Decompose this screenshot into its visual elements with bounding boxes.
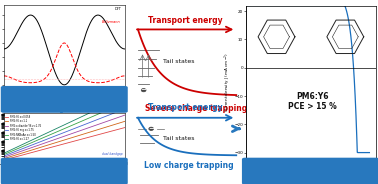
PM6:Y6 nrg z=1.75 <box>104 115 108 117</box>
Line: PM6:Y6 z=1.1: PM6:Y6 z=1.1 <box>4 121 125 159</box>
PM6:Y6 nrg z=1.75 <box>2 155 6 157</box>
PM6:o-diazide:Y6 z=1.76 <box>104 121 108 123</box>
PM6:Y6 z=0.058 <box>122 126 127 129</box>
PM6:Y6 nrg z=1.75 <box>122 108 127 110</box>
PM6:Y6 z=1.27 <box>122 95 127 98</box>
PM6:NKBaAe z=1.50 <box>73 123 77 125</box>
PM6:o-diazide:Y6 z=1.76 <box>73 131 77 133</box>
PM6:NKBaAe z=1.50 <box>74 123 78 125</box>
PM6:Y6 z=0.058 <box>2 159 6 161</box>
PM6:o-diazide:Y6 z=1.76 <box>74 131 78 133</box>
PM6:Y6 nrg z=1.75 <box>74 127 78 129</box>
PM6:Y6 z=1.27 <box>111 101 116 103</box>
PM6:Y6 z=0.058 <box>104 132 108 134</box>
PM6:Y6 z=0.058 <box>76 139 80 141</box>
PM6:Y6 z=1.27 <box>76 117 80 120</box>
PM6:NKBaAe z=1.50 <box>104 110 108 112</box>
PM6:Y6 z=0.058 <box>111 130 116 132</box>
Text: Transport energy: Transport energy <box>148 16 223 25</box>
PM6:Y6 nrg z=1.75 <box>2 155 6 157</box>
X-axis label: Dihedral Angle (°): Dihedral Angle (°) <box>46 97 83 101</box>
Line: PM6:Y6 nrg z=1.75: PM6:Y6 nrg z=1.75 <box>4 109 125 156</box>
PM6:Y6 z=1.27 <box>2 152 6 154</box>
PM6:Y6 z=1.1 <box>122 120 127 123</box>
X-axis label: $E_{F,n}-E_{F,n,eq}$ (eV): $E_{F,n}-E_{F,n,eq}$ (eV) <box>47 167 82 176</box>
PM6:Y6 z=0.058 <box>74 140 78 142</box>
PM6:Y6 z=1.1 <box>2 158 6 160</box>
PM6:NKBaAe z=1.50 <box>111 107 116 109</box>
Line: PM6:NKBaAe z=1.50: PM6:NKBaAe z=1.50 <box>4 103 125 155</box>
PM6:NKBaAe z=1.50 <box>122 102 127 104</box>
PM6:o-diazide:Y6 z=1.76 <box>122 114 127 116</box>
Line: PM6:Y6 z=0.058: PM6:Y6 z=0.058 <box>4 128 125 160</box>
Text: Transport energy: Transport energy <box>148 103 223 112</box>
PM6:Y6 z=1.1 <box>104 126 108 128</box>
Text: Distribution of tail states: Distribution of tail states <box>10 167 119 176</box>
PM6:Y6 z=1.27 <box>2 152 6 154</box>
Text: Severe charge trapping: Severe charge trapping <box>146 104 248 113</box>
Text: Tail states: Tail states <box>163 136 194 141</box>
PM6:Y6 z=1.1 <box>111 124 116 126</box>
Text: −: − <box>148 126 154 132</box>
Ellipse shape <box>141 89 146 92</box>
Text: High performance: High performance <box>265 167 356 176</box>
PM6:NKBaAe z=1.50 <box>2 153 6 155</box>
PM6:Y6 nrg z=1.75 <box>111 112 116 114</box>
PM6:o-diazide:Y6 z=1.76 <box>2 156 6 158</box>
PM6:Y6 z=1.27 <box>74 118 78 121</box>
Line: PM6:o-diazide:Y6 z=1.76: PM6:o-diazide:Y6 z=1.76 <box>4 115 125 157</box>
Text: Boltzmann: Boltzmann <box>102 20 121 24</box>
PM6:Y6 nrg z=1.75 <box>73 127 77 129</box>
PM6:Y6 nrg z=1.75 <box>76 126 80 128</box>
Text: dual bandgap: dual bandgap <box>102 152 122 156</box>
Text: Tail states: Tail states <box>163 59 194 64</box>
PM6:Y6 z=1.1 <box>73 135 77 138</box>
PM6:NKBaAe z=1.50 <box>2 153 6 156</box>
PM6:Y6 z=1.27 <box>104 104 108 107</box>
PM6:o-diazide:Y6 z=1.76 <box>76 130 80 133</box>
PM6:Y6 z=0.058 <box>73 140 77 142</box>
PM6:o-diazide:Y6 z=1.76 <box>2 156 6 158</box>
PM6:Y6 z=1.1 <box>2 158 6 160</box>
Ellipse shape <box>149 127 153 130</box>
Legend: PM6:Y6 z=0.058, PM6:Y6 z=1.1, PM6:o-diazide:Y6 z=1.76, PM6:Y6 nrg z=1.75, PM6:NK: PM6:Y6 z=0.058, PM6:Y6 z=1.1, PM6:o-diaz… <box>5 114 42 141</box>
Y-axis label: Current density J (mA cm$^{-2}$): Current density J (mA cm$^{-2}$) <box>223 52 233 112</box>
PM6:Y6 z=1.27 <box>73 118 77 121</box>
X-axis label: Voltage V (V): Voltage V (V) <box>295 167 327 172</box>
PM6:o-diazide:Y6 z=1.76 <box>111 118 116 120</box>
PM6:Y6 z=0.058 <box>2 159 6 161</box>
Text: DFT: DFT <box>114 7 121 11</box>
PM6:NKBaAe z=1.50 <box>76 122 80 124</box>
PM6:Y6 z=1.1 <box>76 135 80 137</box>
PM6:Y6 z=1.1 <box>74 135 78 138</box>
Line: PM6:Y6 z=1.27: PM6:Y6 z=1.27 <box>4 96 125 153</box>
Text: −: − <box>141 87 147 93</box>
Text: Molecular rigidity: Molecular rigidity <box>26 95 102 104</box>
Text: Low charge trapping: Low charge trapping <box>144 161 234 170</box>
Text: PM6:Y6
PCE > 15 %: PM6:Y6 PCE > 15 % <box>288 92 337 111</box>
